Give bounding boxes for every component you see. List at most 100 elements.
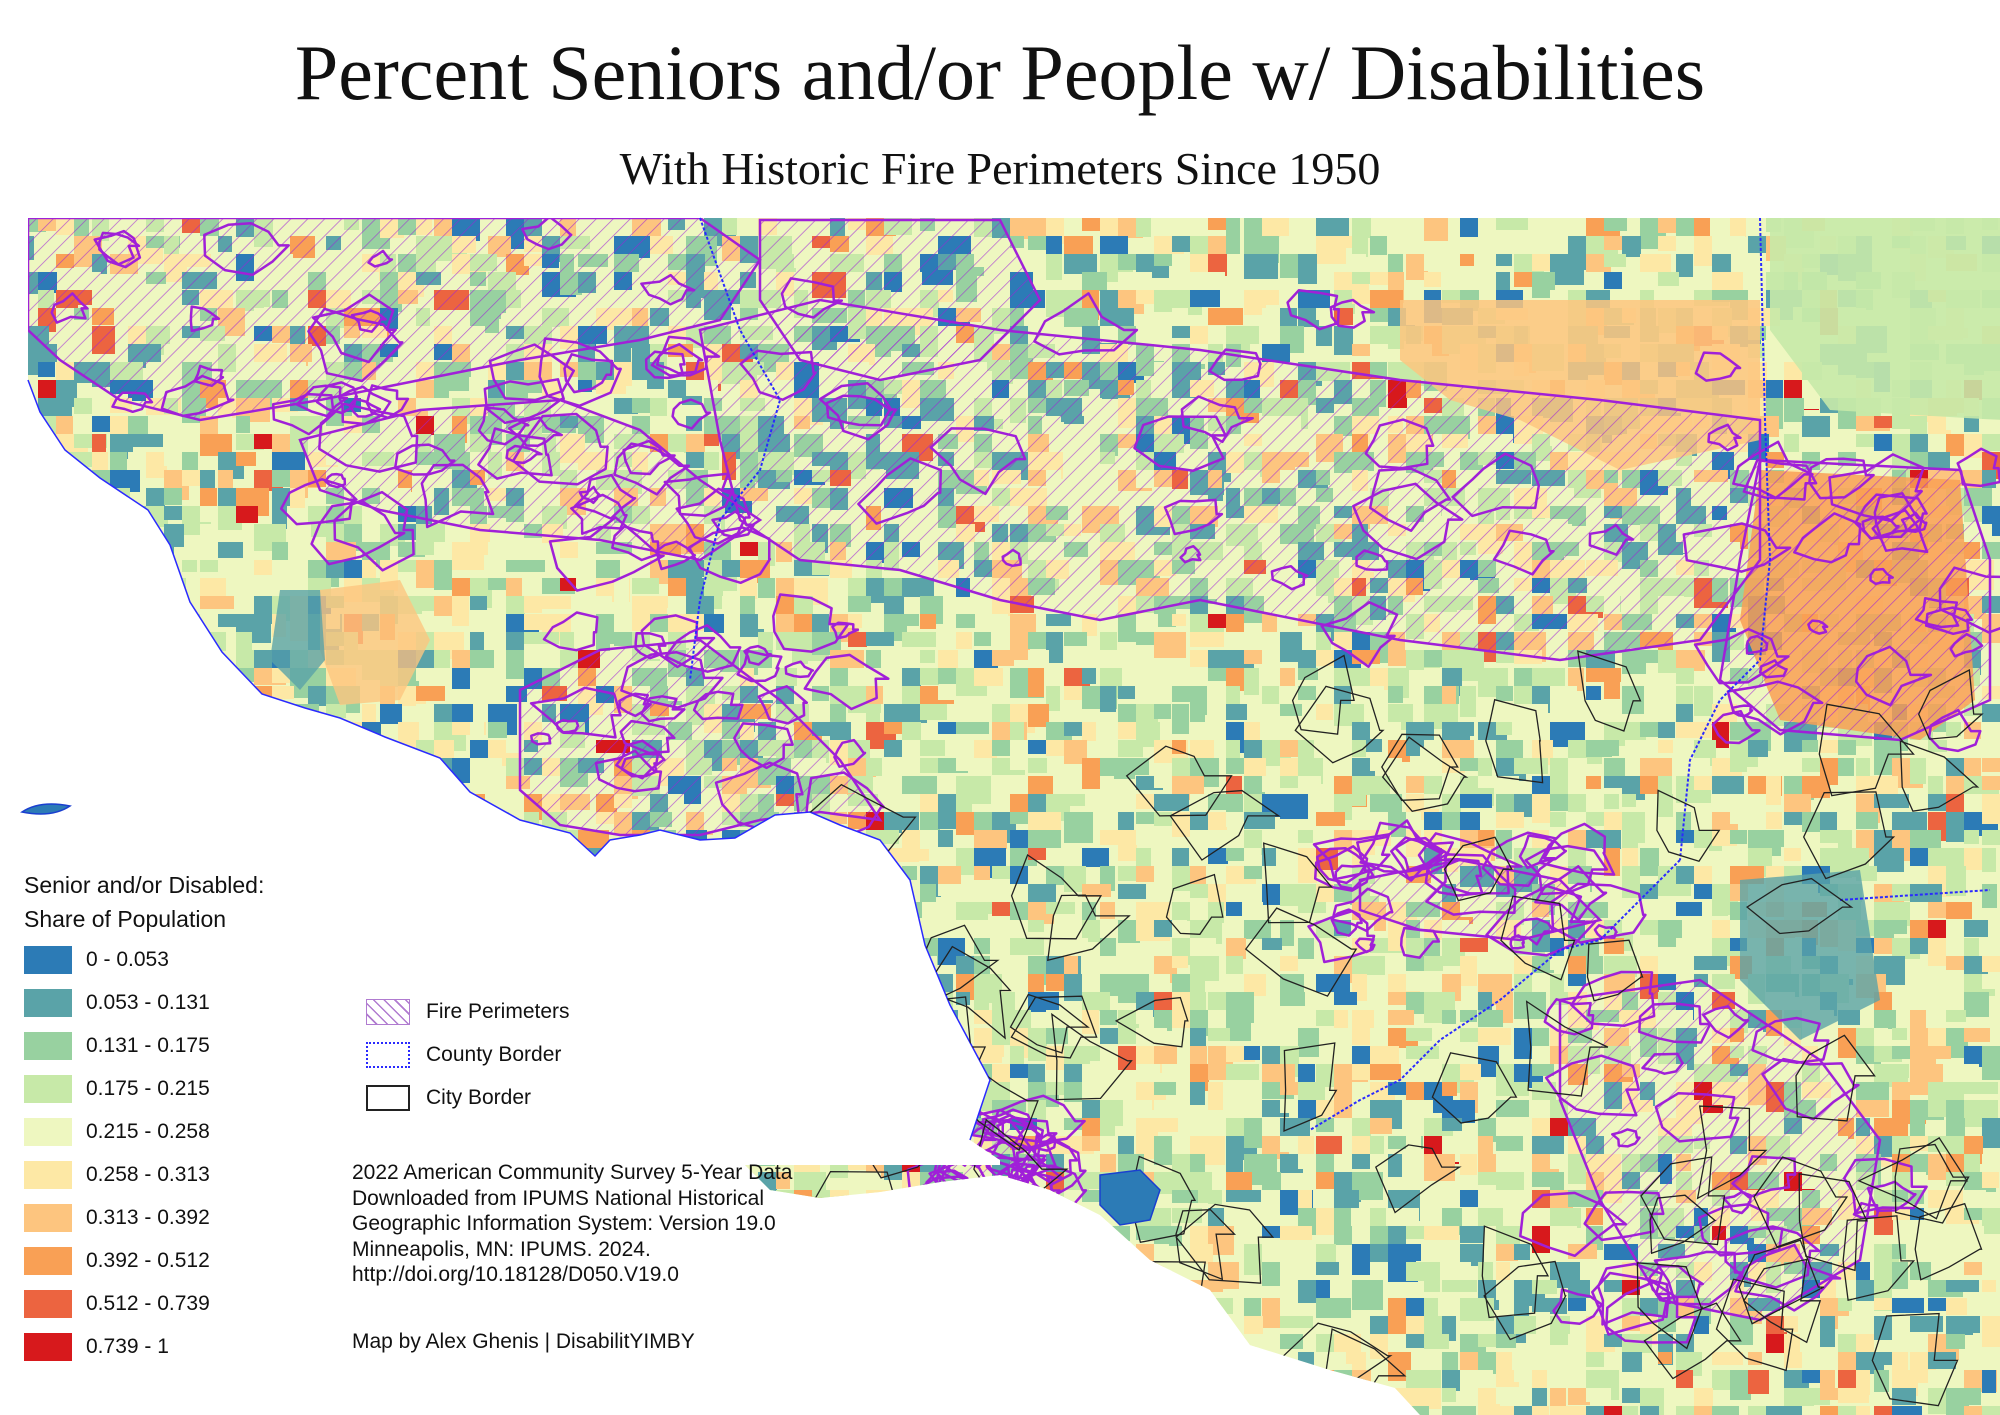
census-tract bbox=[776, 614, 794, 632]
census-tract bbox=[1352, 1154, 1371, 1169]
census-tract bbox=[632, 956, 658, 982]
census-tract bbox=[1280, 992, 1305, 1006]
census-tract bbox=[704, 1298, 718, 1323]
census-tract bbox=[614, 1388, 629, 1405]
census-tract bbox=[272, 1352, 290, 1367]
census-tract bbox=[740, 830, 766, 859]
census-tract bbox=[596, 1136, 619, 1152]
census-tract bbox=[812, 1244, 826, 1274]
census-tract bbox=[1838, 740, 1856, 755]
census-tract bbox=[110, 650, 136, 677]
census-tract bbox=[596, 902, 629, 925]
census-tract bbox=[704, 434, 719, 446]
census-tract bbox=[362, 1118, 378, 1135]
census-tract bbox=[848, 1172, 881, 1184]
census-tract bbox=[776, 1100, 795, 1121]
census-tract bbox=[578, 1352, 606, 1369]
census-tract bbox=[290, 1082, 314, 1094]
census-tract bbox=[74, 596, 89, 616]
census-tract bbox=[290, 812, 323, 839]
census-tract bbox=[758, 1118, 790, 1133]
census-tract bbox=[218, 776, 243, 803]
census-tract bbox=[254, 560, 277, 575]
census-tract bbox=[1262, 1370, 1282, 1386]
census-tract bbox=[1046, 1208, 1080, 1221]
census-tract bbox=[488, 1136, 504, 1149]
census-tract bbox=[200, 434, 232, 456]
census-tract bbox=[1046, 236, 1062, 257]
census-tract bbox=[1964, 1028, 1990, 1042]
census-tract bbox=[218, 614, 238, 627]
census-tract bbox=[668, 1298, 692, 1312]
census-tract bbox=[28, 416, 39, 434]
census-tract bbox=[1046, 254, 1062, 280]
census-tract bbox=[308, 1100, 332, 1121]
census-tract bbox=[902, 1046, 925, 1064]
census-tract bbox=[704, 848, 733, 877]
census-tract bbox=[1208, 236, 1227, 254]
census-tract bbox=[722, 1406, 755, 1415]
census-tract bbox=[920, 1136, 944, 1165]
census-tract bbox=[290, 1172, 317, 1193]
census-tract bbox=[1118, 1028, 1138, 1044]
census-tract bbox=[92, 524, 119, 555]
census-tract bbox=[1766, 776, 1781, 805]
census-tract bbox=[1172, 1334, 1193, 1353]
census-tract bbox=[992, 1316, 1014, 1333]
census-tract bbox=[1298, 830, 1313, 843]
census-tract bbox=[1676, 650, 1705, 671]
census-tract bbox=[1046, 614, 1071, 626]
census-tract bbox=[470, 812, 484, 840]
census-tract bbox=[1352, 1406, 1369, 1415]
census-tract bbox=[1838, 830, 1852, 851]
census-tract bbox=[1334, 992, 1357, 1005]
census-tract bbox=[1460, 794, 1492, 808]
census-tract bbox=[488, 848, 513, 868]
census-tract bbox=[434, 740, 454, 758]
census-tract bbox=[848, 1388, 864, 1415]
census-tract bbox=[1190, 1280, 1223, 1292]
census-tract bbox=[776, 1082, 807, 1103]
census-tract bbox=[812, 1352, 845, 1376]
census-tract bbox=[1514, 758, 1548, 774]
census-tract bbox=[704, 1136, 733, 1155]
census-tract bbox=[686, 1010, 711, 1038]
census-tract bbox=[1100, 1298, 1131, 1316]
census-tract bbox=[1226, 704, 1247, 720]
census-tract bbox=[632, 866, 649, 887]
census-tract bbox=[1154, 1280, 1178, 1298]
census-tract bbox=[650, 398, 667, 420]
census-tract bbox=[686, 920, 710, 944]
census-tract bbox=[272, 1406, 298, 1415]
census-tract bbox=[1442, 1388, 1456, 1402]
census-tract bbox=[1190, 1334, 1212, 1363]
census-tract bbox=[434, 1352, 455, 1368]
census-tract bbox=[974, 1388, 996, 1402]
census-tract bbox=[362, 866, 395, 885]
census-tract bbox=[686, 1370, 715, 1391]
census-tract bbox=[128, 1370, 158, 1391]
census-tract bbox=[974, 1190, 1002, 1210]
census-tract bbox=[578, 992, 594, 1022]
census-tract bbox=[758, 1352, 783, 1383]
census-tract bbox=[776, 578, 794, 598]
census-tract bbox=[1010, 1316, 1029, 1331]
census-tract bbox=[308, 974, 336, 1000]
census-tract bbox=[110, 830, 133, 851]
census-tract bbox=[164, 812, 196, 827]
census-tract bbox=[1046, 1370, 1070, 1396]
census-tract bbox=[686, 1046, 714, 1072]
census-tract bbox=[1496, 1172, 1524, 1193]
census-tract bbox=[992, 1406, 1009, 1415]
census-tract bbox=[1082, 884, 1111, 897]
census-tract bbox=[1478, 1028, 1511, 1045]
census-tract bbox=[452, 596, 469, 626]
census-tract bbox=[326, 704, 346, 718]
census-tract bbox=[488, 1388, 512, 1402]
census-tract bbox=[92, 758, 112, 777]
census-tract bbox=[236, 452, 256, 466]
census-tract bbox=[740, 902, 762, 933]
census-tract bbox=[1982, 974, 1998, 989]
census-tract bbox=[1964, 920, 1988, 937]
census-tract bbox=[650, 1388, 664, 1415]
